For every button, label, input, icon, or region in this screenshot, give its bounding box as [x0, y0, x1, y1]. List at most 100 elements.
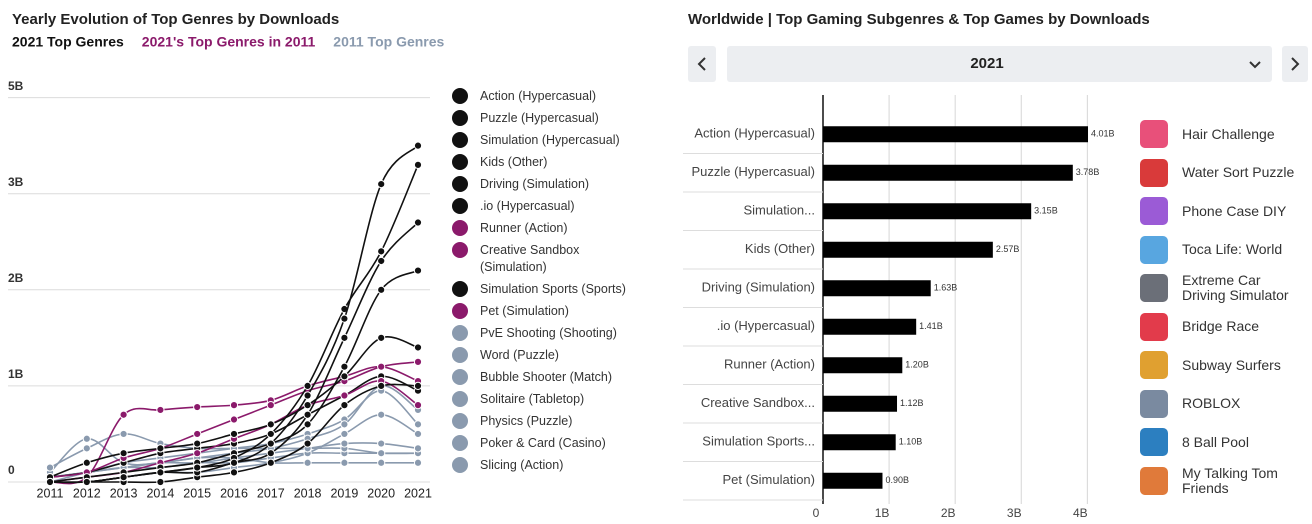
legend-label: Action (Hypercasual) — [480, 89, 597, 103]
data-point — [193, 402, 202, 412]
legend-dot — [452, 303, 468, 319]
value-label: 1.41B — [919, 321, 943, 331]
category-label: Runner (Action) — [724, 357, 815, 372]
game-item: Water Sort Puzzle — [1140, 154, 1312, 192]
legend-dot — [452, 281, 468, 297]
legend-item: Bubble Shooter (Match) — [452, 369, 642, 386]
category-label: Puzzle (Hypercasual) — [691, 164, 815, 179]
legend-label: Simulation (Hypercasual) — [480, 133, 620, 147]
legend-label: Word (Puzzle) — [480, 348, 559, 362]
data-point — [303, 381, 312, 391]
x-tick-label: 2018 — [294, 486, 322, 500]
legend-item: Runner (Action) — [452, 220, 642, 237]
legend-label: Puzzle (Hypercasual) — [480, 111, 599, 125]
data-point — [377, 458, 386, 467]
data-point — [377, 247, 386, 256]
legend-dot — [452, 391, 468, 407]
game-icon — [1140, 158, 1168, 187]
legend-dot — [452, 435, 468, 451]
value-label: 3.15B — [1034, 206, 1058, 216]
legend-label: .io (Hypercasual) — [480, 199, 575, 213]
bar — [823, 472, 883, 489]
value-label: 1.20B — [905, 360, 929, 370]
data-point — [413, 420, 423, 429]
data-point — [303, 439, 312, 448]
category-label: Action (Hypercasual) — [694, 126, 815, 141]
legend-item: Simulation Sports (Sports) — [452, 281, 642, 298]
legend-item: Driving (Simulation) — [452, 176, 642, 193]
x-tick-label: 2B — [941, 506, 956, 520]
data-point — [413, 458, 423, 467]
legend-item: Solitaire (Tabletop) — [452, 391, 642, 408]
value-label: 0.90B — [885, 475, 909, 485]
x-tick-label: 0 — [813, 506, 820, 520]
legend-item: Poker & Card (Casino) — [452, 435, 642, 452]
data-point — [156, 477, 165, 487]
game-name: Phone Case DIY — [1182, 202, 1287, 219]
data-point — [413, 429, 423, 439]
value-label: 1.10B — [899, 437, 923, 447]
prev-button[interactable] — [688, 46, 716, 82]
game-name: ROBLOX — [1182, 395, 1241, 411]
group-label: 2021 Top Genres — [12, 34, 124, 50]
legend-dot — [452, 154, 468, 170]
data-point — [413, 401, 423, 410]
x-tick-label: 2016 — [220, 486, 248, 500]
bar — [823, 318, 917, 335]
data-point — [377, 362, 386, 371]
data-point — [266, 458, 275, 467]
data-point — [229, 468, 239, 477]
year-dropdown[interactable] — [727, 46, 1272, 82]
data-point — [303, 401, 312, 410]
data-point — [413, 266, 423, 275]
data-point — [303, 420, 312, 429]
bar — [823, 280, 931, 297]
data-point — [266, 420, 275, 429]
data-point — [413, 141, 423, 150]
next-button[interactable] — [1282, 46, 1308, 82]
legend-label: Poker & Card (Casino) — [480, 436, 606, 450]
game-icon — [1140, 120, 1168, 148]
game-item: 8 Ball Pool — [1140, 423, 1312, 461]
next-icon — [1291, 57, 1300, 71]
data-point — [229, 401, 239, 410]
legend-item: Kids (Other) — [452, 154, 642, 171]
data-point — [340, 429, 349, 439]
category-label: Simulation... — [743, 203, 815, 218]
bar — [823, 203, 1032, 220]
data-point — [82, 477, 91, 487]
bar — [823, 126, 1089, 143]
game-name: Bridge Race — [1182, 318, 1260, 334]
right-title: Worldwide | Top Gaming Subgenres & Top G… — [688, 11, 1150, 28]
category-label: Creative Sandbox... — [701, 395, 815, 410]
data-point — [82, 444, 91, 453]
data-point — [303, 458, 312, 467]
game-name: Subway Surfers — [1182, 356, 1281, 373]
data-point — [119, 473, 128, 482]
data-point — [266, 401, 275, 410]
category-label: Pet (Simulation) — [723, 472, 815, 487]
data-point — [340, 314, 349, 323]
legend-dot — [452, 110, 468, 126]
value-label: 1.12B — [900, 398, 924, 408]
legend-dot — [452, 198, 468, 214]
y-tick-label: 0 — [8, 463, 15, 477]
year-selected: 2021 — [970, 55, 1003, 72]
legend-dot — [452, 176, 468, 192]
game-name: My Talking Tom Friends — [1182, 464, 1278, 496]
legend-item: Puzzle (Hypercasual) — [452, 110, 642, 127]
legend-item: Simulation (Hypercasual) — [452, 132, 642, 149]
legend-label: Kids (Other) — [480, 155, 548, 169]
data-point — [340, 372, 349, 381]
data-point — [413, 218, 423, 227]
bar — [823, 357, 903, 374]
x-tick-label: 2021 — [404, 486, 432, 500]
bar — [823, 164, 1073, 181]
game-icon — [1140, 351, 1168, 379]
x-tick-label: 4B — [1073, 506, 1088, 520]
value-label: 3.78B — [1076, 167, 1100, 177]
bar — [823, 241, 993, 258]
x-tick-label: 2011 — [37, 486, 64, 500]
data-point — [377, 256, 386, 266]
